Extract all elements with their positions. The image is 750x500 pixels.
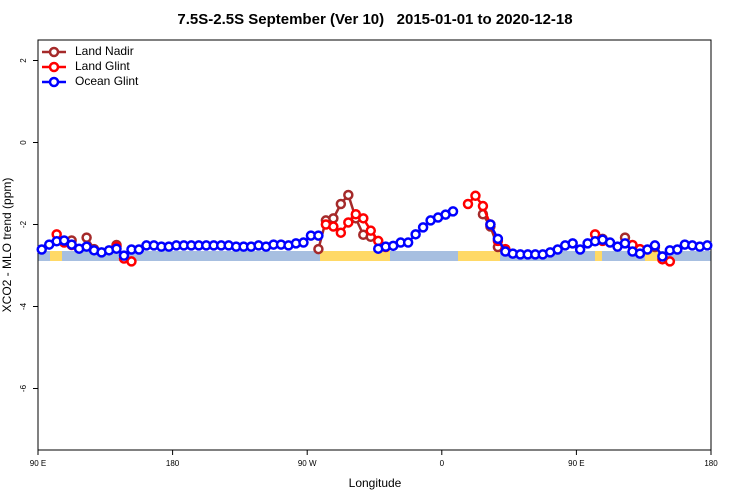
data-point — [642, 244, 653, 255]
data-point — [417, 222, 429, 233]
y-tick-label: -2 — [19, 220, 28, 228]
x-tick-label: 90 E — [30, 459, 46, 468]
data-point — [492, 233, 504, 245]
y-tick-label: -6 — [19, 384, 28, 392]
data-point — [470, 190, 481, 202]
x-tick-label: 180 — [166, 459, 180, 468]
land-band — [595, 251, 602, 261]
data-point — [36, 244, 47, 255]
data-point — [402, 237, 414, 248]
land-sea-mask — [38, 251, 711, 261]
data-point — [485, 219, 496, 230]
data-point — [133, 244, 145, 255]
y-tick-label: 0 — [19, 140, 28, 145]
data-point — [313, 243, 324, 255]
data-point — [343, 189, 354, 201]
data-point — [574, 244, 586, 255]
data-point — [335, 198, 347, 210]
legend-marker — [48, 76, 60, 88]
data-point — [634, 248, 646, 259]
legend-label: Ocean Glint — [75, 74, 139, 88]
data-point — [410, 229, 421, 240]
data-point — [335, 227, 347, 238]
chart-title: 7.5S-2.5S September (Ver 10) 2015-01-01 … — [177, 11, 572, 28]
land-band — [458, 251, 500, 261]
legend-marker — [48, 46, 60, 58]
land-band — [645, 251, 658, 261]
data-point — [462, 198, 474, 210]
data-point — [447, 206, 459, 217]
data-point — [66, 239, 77, 250]
data-point — [343, 217, 354, 228]
data-point — [619, 238, 631, 249]
legend-marker — [48, 61, 60, 73]
land-band — [320, 251, 390, 261]
y-tick-label: 2 — [19, 58, 28, 63]
data-point — [657, 251, 668, 262]
land-band — [50, 251, 62, 261]
data-point — [328, 221, 339, 232]
data-point — [477, 200, 489, 212]
data-point — [664, 256, 676, 267]
data-point — [350, 209, 362, 220]
data-point — [604, 237, 616, 248]
data-point — [358, 213, 369, 224]
legend-label: Land Glint — [75, 59, 130, 73]
data-point — [567, 238, 578, 249]
x-tick-label: 90 E — [568, 459, 584, 468]
data-point — [118, 250, 130, 261]
x-tick-label: 180 — [704, 459, 718, 468]
data-point — [649, 240, 661, 251]
legend-label: Land Nadir — [75, 44, 134, 58]
x-tick-label: 90 W — [298, 459, 317, 468]
data-point — [672, 244, 683, 255]
data-point — [58, 235, 70, 246]
data-point — [126, 256, 137, 267]
data-point — [111, 243, 122, 254]
data-point — [552, 244, 563, 255]
y-tick-label: -4 — [19, 302, 28, 310]
x-tick-label: 0 — [440, 459, 445, 468]
data-point — [702, 240, 713, 251]
data-point — [81, 232, 92, 243]
x-axis-label: Longitude — [349, 476, 402, 490]
data-point — [313, 230, 324, 241]
y-axis-label: XCO2 - MLO trend (ppm) — [0, 178, 14, 313]
data-point — [298, 237, 309, 248]
data-point — [328, 213, 339, 224]
data-point — [365, 225, 377, 236]
